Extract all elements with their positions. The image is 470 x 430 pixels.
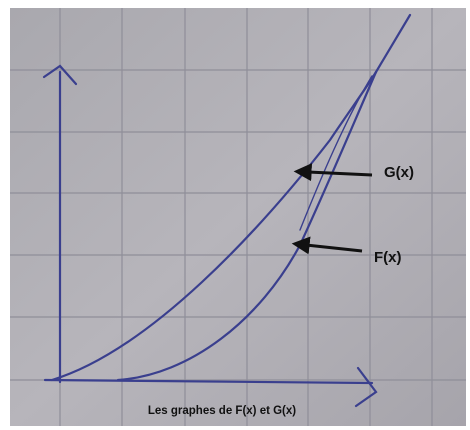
caption: Les graphes de F(x) et G(x)	[148, 405, 296, 417]
paper	[10, 8, 466, 426]
page: G(x) F(x) Les graphes de F(x) et G(x) ((…	[0, 0, 470, 430]
label-f: F(x)	[374, 249, 402, 266]
label-g: G(x)	[384, 164, 414, 181]
photo: G(x) F(x) Les graphes de F(x) et G(x)	[0, 0, 470, 430]
